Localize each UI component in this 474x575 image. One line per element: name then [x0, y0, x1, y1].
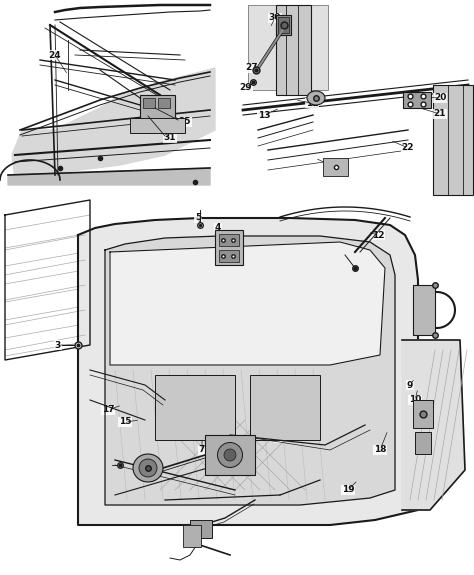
- Text: 31: 31: [164, 133, 176, 143]
- Bar: [403, 92, 431, 108]
- Bar: [219, 250, 239, 262]
- Bar: [278, 17, 289, 33]
- Bar: [140, 95, 175, 123]
- Polygon shape: [402, 340, 465, 510]
- Text: 1: 1: [275, 434, 281, 443]
- Polygon shape: [8, 168, 210, 185]
- Text: 5: 5: [195, 213, 201, 223]
- Bar: [248, 5, 328, 90]
- Ellipse shape: [133, 454, 163, 482]
- Ellipse shape: [224, 449, 236, 461]
- Text: 30: 30: [269, 13, 281, 22]
- Bar: [215, 230, 243, 265]
- Text: 10: 10: [409, 396, 421, 404]
- Text: 29: 29: [240, 83, 252, 93]
- Bar: [250, 375, 320, 440]
- Text: 11: 11: [306, 98, 318, 108]
- Text: 12: 12: [324, 160, 336, 170]
- Bar: [190, 520, 212, 538]
- Text: 18: 18: [374, 446, 386, 454]
- Ellipse shape: [139, 459, 157, 477]
- Bar: [276, 15, 291, 35]
- Bar: [143, 98, 155, 108]
- Bar: [155, 375, 235, 440]
- Bar: [413, 400, 433, 428]
- Ellipse shape: [307, 91, 325, 105]
- Polygon shape: [12, 68, 215, 180]
- Text: 21: 21: [434, 109, 446, 118]
- Text: 3: 3: [55, 340, 61, 350]
- Polygon shape: [78, 218, 418, 525]
- Ellipse shape: [218, 443, 243, 467]
- Text: 17: 17: [102, 405, 114, 415]
- Polygon shape: [105, 236, 395, 505]
- Bar: [276, 5, 311, 95]
- Bar: [415, 432, 431, 454]
- Text: 14: 14: [352, 254, 365, 263]
- Bar: [130, 118, 185, 133]
- Text: 15: 15: [119, 417, 131, 427]
- Bar: [205, 435, 255, 475]
- Text: 6: 6: [182, 427, 188, 436]
- Bar: [433, 85, 473, 195]
- Text: 4: 4: [215, 224, 221, 232]
- Bar: [323, 158, 348, 176]
- Bar: [183, 525, 201, 547]
- Bar: [158, 98, 170, 108]
- Text: 24: 24: [49, 51, 61, 59]
- Bar: [219, 234, 239, 246]
- Text: 19: 19: [342, 485, 354, 494]
- Bar: [413, 285, 435, 335]
- Text: 22: 22: [402, 144, 414, 152]
- Text: 17: 17: [266, 411, 278, 420]
- Text: 7: 7: [199, 446, 205, 454]
- Text: 13: 13: [258, 110, 270, 120]
- Text: 25: 25: [179, 117, 191, 126]
- Text: 27: 27: [246, 63, 258, 72]
- Text: 20: 20: [434, 94, 446, 102]
- Text: 8: 8: [429, 296, 435, 305]
- Polygon shape: [110, 242, 385, 365]
- Text: 9: 9: [407, 381, 413, 389]
- Text: 12: 12: [372, 231, 384, 240]
